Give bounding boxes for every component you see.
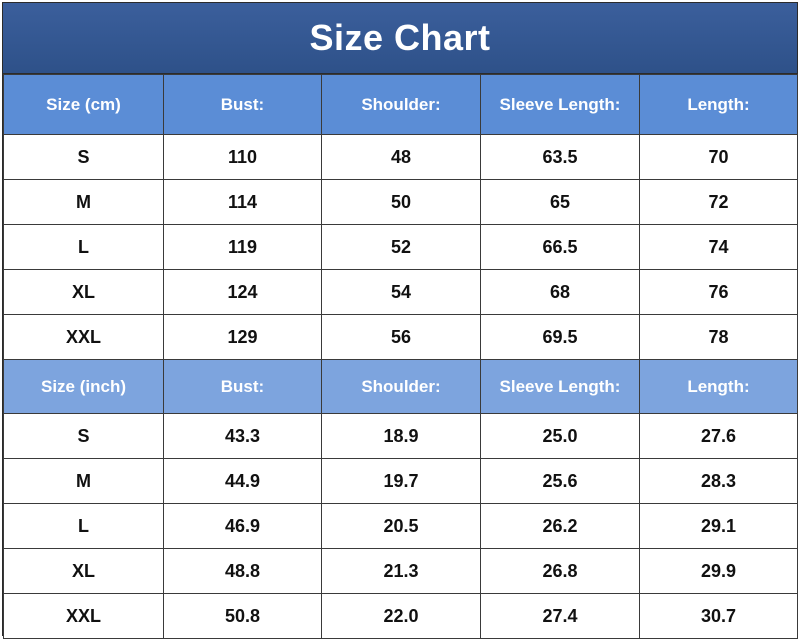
cm-cell-length: 74 bbox=[639, 224, 798, 270]
table-row: XXL 129 56 69.5 78 bbox=[3, 314, 798, 360]
inch-cell-length: 28.3 bbox=[639, 458, 798, 504]
inch-header-shoulder: Shoulder: bbox=[321, 359, 481, 414]
inch-header-length: Length: bbox=[639, 359, 798, 414]
inch-cell-shoulder: 19.7 bbox=[321, 458, 481, 504]
cm-header-row: Size (cm) Bust: Shoulder: Sleeve Length: Len… bbox=[3, 74, 798, 135]
cm-cell-bust: 119 bbox=[163, 224, 322, 270]
inch-cell-bust: 44.9 bbox=[163, 458, 322, 504]
table-row: L 119 52 66.5 74 bbox=[3, 224, 798, 270]
table-row: M 44.9 19.7 25.6 28.3 bbox=[3, 458, 798, 504]
size-table: Size (cm) Bust: Shoulder: Sleeve Length: Len… bbox=[3, 74, 798, 639]
inch-cell-shoulder: 22.0 bbox=[321, 593, 481, 639]
cm-header-length: Length: bbox=[639, 74, 798, 135]
inch-header-bust: Bust: bbox=[163, 359, 322, 414]
inch-cell-size: XXL bbox=[3, 593, 164, 639]
table-row: XXL 50.8 22.0 27.4 30.7 bbox=[3, 593, 798, 639]
inch-cell-length: 29.9 bbox=[639, 548, 798, 594]
cm-cell-sleeve-length: 66.5 bbox=[480, 224, 640, 270]
cm-cell-length: 70 bbox=[639, 134, 798, 180]
cm-header-shoulder: Shoulder: bbox=[321, 74, 481, 135]
cm-cell-size: XXL bbox=[3, 314, 164, 360]
inch-cell-bust: 50.8 bbox=[163, 593, 322, 639]
cm-header-bust: Bust: bbox=[163, 74, 322, 135]
inch-header-row: Size (inch) Bust: Shoulder: Sleeve Length: L… bbox=[3, 359, 798, 414]
table-row: XL 124 54 68 76 bbox=[3, 269, 798, 315]
cm-cell-size: XL bbox=[3, 269, 164, 315]
cm-cell-size: S bbox=[3, 134, 164, 180]
inch-cell-sleeve-length: 27.4 bbox=[480, 593, 640, 639]
inch-cell-sleeve-length: 26.8 bbox=[480, 548, 640, 594]
inch-cell-bust: 48.8 bbox=[163, 548, 322, 594]
inch-cell-bust: 43.3 bbox=[163, 413, 322, 459]
table-row: L 46.9 20.5 26.2 29.1 bbox=[3, 503, 798, 549]
cm-cell-sleeve-length: 65 bbox=[480, 179, 640, 225]
inch-cell-shoulder: 18.9 bbox=[321, 413, 481, 459]
table-row: XL 48.8 21.3 26.8 29.9 bbox=[3, 548, 798, 594]
inch-cell-bust: 46.9 bbox=[163, 503, 322, 549]
inch-cell-shoulder: 20.5 bbox=[321, 503, 481, 549]
cm-cell-sleeve-length: 68 bbox=[480, 269, 640, 315]
cm-cell-shoulder: 50 bbox=[321, 179, 481, 225]
inch-cell-shoulder: 21.3 bbox=[321, 548, 481, 594]
table-row: S 110 48 63.5 70 bbox=[3, 134, 798, 180]
cm-cell-sleeve-length: 63.5 bbox=[480, 134, 640, 180]
cm-cell-bust: 124 bbox=[163, 269, 322, 315]
cm-cell-size: M bbox=[3, 179, 164, 225]
inch-cell-size: M bbox=[3, 458, 164, 504]
chart-title: Size Chart bbox=[3, 3, 797, 74]
cm-cell-sleeve-length: 69.5 bbox=[480, 314, 640, 360]
table-row: M 114 50 65 72 bbox=[3, 179, 798, 225]
cm-cell-shoulder: 56 bbox=[321, 314, 481, 360]
inch-cell-sleeve-length: 25.6 bbox=[480, 458, 640, 504]
cm-cell-length: 76 bbox=[639, 269, 798, 315]
cm-cell-bust: 110 bbox=[163, 134, 322, 180]
cm-cell-shoulder: 48 bbox=[321, 134, 481, 180]
inch-cell-sleeve-length: 25.0 bbox=[480, 413, 640, 459]
inch-cell-sleeve-length: 26.2 bbox=[480, 503, 640, 549]
size-table-body: Size (cm) Bust: Shoulder: Sleeve Length: Len… bbox=[3, 74, 798, 639]
inch-cell-length: 29.1 bbox=[639, 503, 798, 549]
cm-cell-bust: 114 bbox=[163, 179, 322, 225]
cm-cell-length: 78 bbox=[639, 314, 798, 360]
inch-header-sleeve-length: Sleeve Length: bbox=[480, 359, 640, 414]
inch-cell-length: 27.6 bbox=[639, 413, 798, 459]
cm-cell-shoulder: 54 bbox=[321, 269, 481, 315]
cm-header-size: Size (cm) bbox=[3, 74, 164, 135]
cm-cell-length: 72 bbox=[639, 179, 798, 225]
inch-header-size: Size (inch) bbox=[3, 359, 164, 414]
inch-cell-size: S bbox=[3, 413, 164, 459]
cm-header-sleeve-length: Sleeve Length: bbox=[480, 74, 640, 135]
inch-cell-size: L bbox=[3, 503, 164, 549]
cm-cell-shoulder: 52 bbox=[321, 224, 481, 270]
cm-cell-size: L bbox=[3, 224, 164, 270]
cm-cell-bust: 129 bbox=[163, 314, 322, 360]
inch-cell-length: 30.7 bbox=[639, 593, 798, 639]
table-row: S 43.3 18.9 25.0 27.6 bbox=[3, 413, 798, 459]
inch-cell-size: XL bbox=[3, 548, 164, 594]
